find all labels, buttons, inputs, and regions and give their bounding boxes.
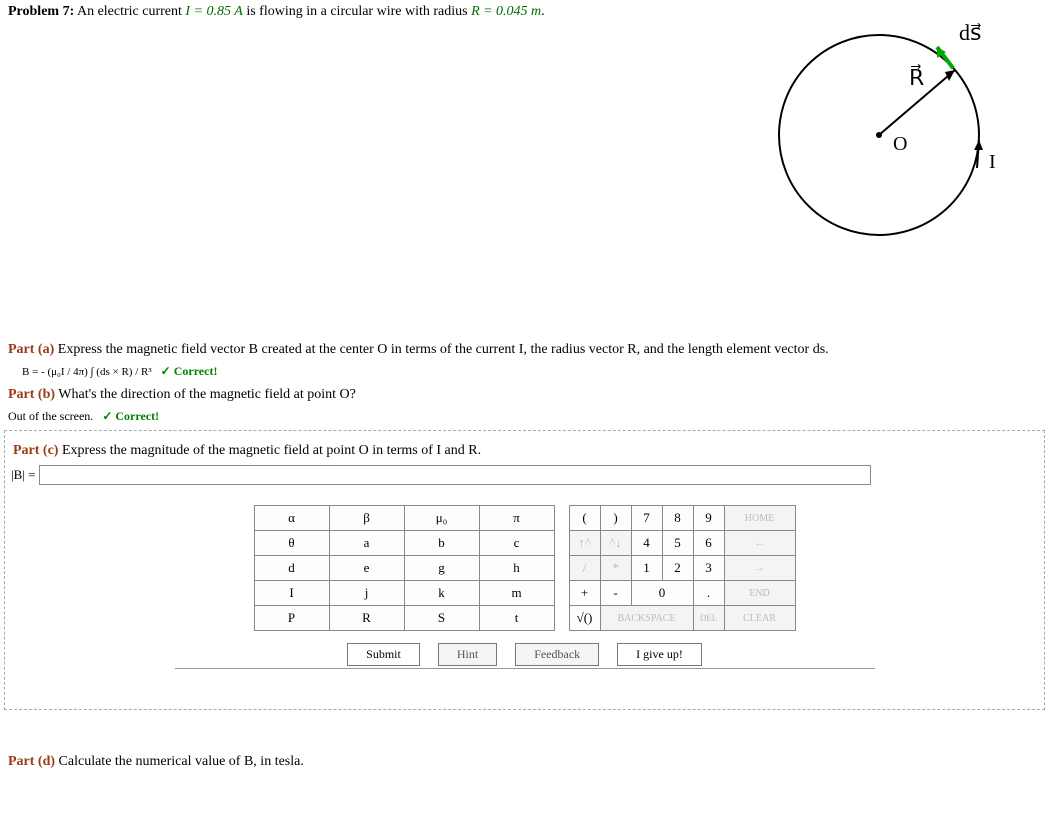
key-P[interactable]: P [254,606,329,631]
part-b-text: What's the direction of the magnetic fie… [58,387,356,402]
part-b: Part (b) What's the direction of the mag… [8,387,1049,403]
part-b-answer: Out of the screen. ✓ Correct! [8,409,1049,424]
part-b-label: Part (b) [8,387,55,402]
current-value: I = 0.85 A [185,4,242,19]
part-b-answer-text: Out of the screen. [8,409,93,423]
key-I[interactable]: I [254,581,329,606]
label-O: O [893,133,907,155]
key-supup[interactable]: ↑^ [569,531,600,556]
key-theta[interactable]: θ [254,531,329,556]
key-del[interactable]: DEL [693,606,724,631]
key-g[interactable]: g [404,556,479,581]
key-backspace[interactable]: BACKSPACE [600,606,693,631]
key-minus[interactable]: - [600,581,631,606]
submit-button[interactable]: Submit [347,643,420,666]
key-supdown[interactable]: ^↓ [600,531,631,556]
key-a[interactable]: a [329,531,404,556]
key-d[interactable]: d [254,556,329,581]
part-c-container: Part (c) Express the magnitude of the ma… [4,430,1045,710]
part-d-label: Part (d) [8,754,55,769]
answer-row: |B| = [11,465,1038,485]
key-div[interactable]: / [569,556,600,581]
key-beta[interactable]: β [329,506,404,531]
part-c-label: Part (c) [13,443,58,458]
part-a-formula: B = - (μ₀I / 4π) ∫ (ds × R) / R³ [22,366,152,378]
part-c-text: Express the magnitude of the magnetic fi… [62,443,481,458]
problem-number: Problem 7: [8,4,74,19]
answer-input[interactable] [39,465,871,485]
part-a: Part (a) Express the magnetic field vect… [8,342,1049,358]
feedback-button[interactable]: Feedback [515,643,599,666]
problem-period: . [541,4,545,19]
label-I: I [989,151,996,173]
key-1[interactable]: 1 [631,556,662,581]
key-dot[interactable]: . [693,581,724,606]
key-5[interactable]: 5 [662,531,693,556]
key-b[interactable]: b [404,531,479,556]
key-8[interactable]: 8 [662,506,693,531]
number-keypad: ( ) 7 8 9 HOME ↑^ ^↓ 4 5 6 ← / * 1 2 3 [569,505,796,631]
problem-text-1: An electric current [77,4,185,19]
key-rparen[interactable]: ) [600,506,631,531]
key-plus[interactable]: + [569,581,600,606]
key-sqrt[interactable]: √() [569,606,600,631]
part-a-label: Part (a) [8,342,54,357]
key-lparen[interactable]: ( [569,506,600,531]
key-m[interactable]: m [479,581,554,606]
key-6[interactable]: 6 [693,531,724,556]
current-arrowhead [974,140,983,150]
keypad-area: α β μ₀ π θ a b c d e g h I j k m [5,505,1044,631]
key-k[interactable]: k [404,581,479,606]
part-b-status: ✓ Correct! [102,409,159,423]
key-j[interactable]: j [329,581,404,606]
key-clear[interactable]: CLEAR [724,606,795,631]
answer-label: |B| = [11,467,35,483]
key-c[interactable]: c [479,531,554,556]
key-pi[interactable]: π [479,506,554,531]
key-S[interactable]: S [404,606,479,631]
problem-text-2: is flowing in a circular wire with radiu… [243,4,471,19]
part-c: Part (c) Express the magnitude of the ma… [13,443,1044,459]
radius-value: R = 0.045 m [471,4,541,19]
hint-button[interactable]: Hint [438,643,497,666]
key-alpha[interactable]: α [254,506,329,531]
key-home[interactable]: HOME [724,506,795,531]
giveup-button[interactable]: I give up! [617,643,702,666]
label-ds: ds⃗ [959,20,981,45]
key-h[interactable]: h [479,556,554,581]
key-R[interactable]: R [329,606,404,631]
key-0[interactable]: 0 [631,581,693,606]
action-row: Submit Hint Feedback I give up! [175,643,875,669]
part-a-answer: B = - (μ₀I / 4π) ∫ (ds × R) / R³ ✓ Corre… [8,364,1049,379]
key-2[interactable]: 2 [662,556,693,581]
circuit-diagram: O R⃗ ds⃗ I [749,10,1029,250]
key-left[interactable]: ← [724,531,795,556]
key-end[interactable]: END [724,581,795,606]
part-d: Part (d) Calculate the numerical value o… [8,754,1049,770]
key-4[interactable]: 4 [631,531,662,556]
key-3[interactable]: 3 [693,556,724,581]
label-R: R⃗ [909,64,924,90]
key-e[interactable]: e [329,556,404,581]
key-7[interactable]: 7 [631,506,662,531]
symbol-keypad: α β μ₀ π θ a b c d e g h I j k m [254,505,555,631]
part-a-text: Express the magnetic field vector B crea… [58,342,829,357]
key-mul[interactable]: * [600,556,631,581]
radius-arrowhead [945,70,955,81]
part-d-text: Calculate the numerical value of B, in t… [59,754,304,769]
key-9[interactable]: 9 [693,506,724,531]
key-right[interactable]: → [724,556,795,581]
key-t[interactable]: t [479,606,554,631]
key-mu0[interactable]: μ₀ [404,506,479,531]
part-a-status: ✓ Correct! [161,364,218,378]
